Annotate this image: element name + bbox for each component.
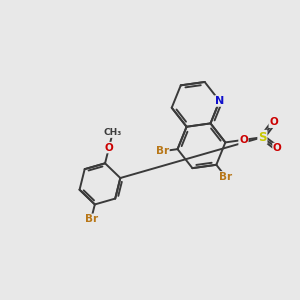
- Text: CH₃: CH₃: [103, 128, 122, 137]
- Text: Br: Br: [85, 214, 98, 224]
- Text: O: O: [239, 135, 248, 145]
- Text: O: O: [269, 117, 278, 127]
- Text: Br: Br: [156, 146, 169, 156]
- Text: N: N: [215, 96, 224, 106]
- Text: Br: Br: [219, 172, 232, 182]
- Text: S: S: [258, 131, 267, 144]
- Text: O: O: [105, 142, 113, 153]
- Text: O: O: [273, 143, 282, 154]
